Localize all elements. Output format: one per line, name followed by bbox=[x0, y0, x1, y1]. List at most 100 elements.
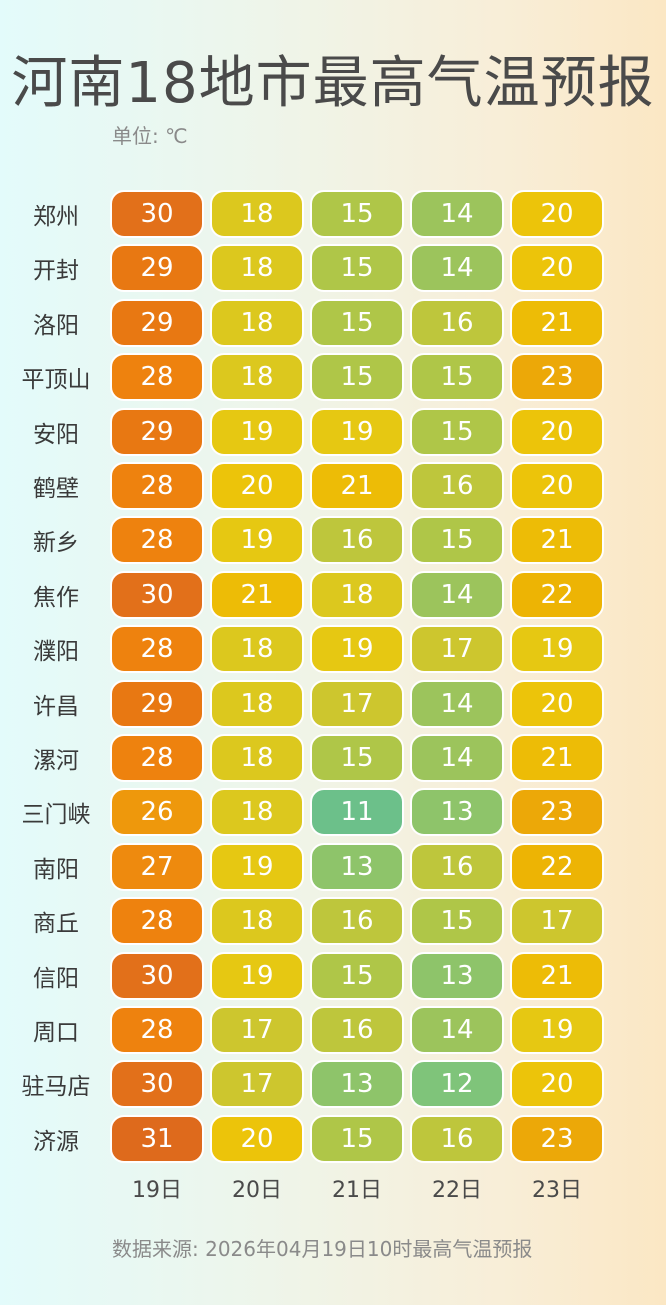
temperature-cell: 21 bbox=[310, 462, 404, 510]
temperature-cell: 14 bbox=[410, 734, 504, 782]
city-label: 焦作 bbox=[33, 584, 79, 611]
temperature-cell: 20 bbox=[210, 462, 304, 510]
city-label: 郑州 bbox=[33, 204, 79, 230]
city-label: 平顶山 bbox=[21, 367, 91, 394]
temperature-cell: 20 bbox=[510, 190, 604, 238]
city-label: 商丘 bbox=[33, 911, 79, 938]
temperature-cell: 16 bbox=[310, 516, 404, 565]
temperature-cell: 23 bbox=[510, 1114, 604, 1163]
temperature-cell: 15 bbox=[310, 734, 404, 782]
temperature-cell: 30 bbox=[110, 570, 204, 619]
temperature-cell: 14 bbox=[410, 190, 504, 238]
temperature-cell: 15 bbox=[410, 353, 504, 402]
temperature-cell: 15 bbox=[410, 516, 504, 565]
temperature-cell: 20 bbox=[510, 407, 604, 456]
temperature-cell: 29 bbox=[110, 244, 204, 293]
temperature-cell: 30 bbox=[110, 1060, 204, 1109]
temperature-cell: 18 bbox=[210, 353, 304, 402]
temperature-cell: 17 bbox=[510, 897, 604, 946]
temperature-cell: 28 bbox=[110, 625, 204, 674]
temperature-cell: 16 bbox=[410, 298, 504, 347]
temperature-cell: 21 bbox=[210, 570, 304, 619]
temperature-cell: 18 bbox=[210, 897, 304, 946]
day-label: 19日 bbox=[132, 1178, 182, 1203]
temperature-cell: 18 bbox=[210, 244, 304, 293]
temperature-cell: 19 bbox=[310, 625, 404, 674]
temperature-cell: 17 bbox=[410, 625, 504, 674]
temperature-cell: 15 bbox=[310, 298, 404, 347]
temperature-cell: 15 bbox=[310, 244, 404, 293]
temperature-cell: 15 bbox=[310, 190, 404, 238]
temperature-cell: 20 bbox=[510, 1060, 604, 1109]
temperature-cell: 15 bbox=[410, 407, 504, 456]
temperature-cell: 13 bbox=[310, 842, 404, 891]
temperature-cell: 22 bbox=[510, 842, 604, 891]
city-label: 济源 bbox=[33, 1128, 79, 1155]
city-label: 三门峡 bbox=[21, 802, 91, 829]
temperature-cell: 19 bbox=[210, 842, 304, 891]
city-label: 安阳 bbox=[33, 421, 79, 448]
temperature-cell: 11 bbox=[310, 788, 404, 837]
temperature-cell: 16 bbox=[310, 1006, 404, 1054]
city-label: 驻马店 bbox=[21, 1074, 91, 1101]
temperature-cell: 17 bbox=[210, 1006, 304, 1054]
temperature-cell: 29 bbox=[110, 407, 204, 456]
city-label: 许昌 bbox=[33, 693, 79, 720]
day-label: 20日 bbox=[232, 1178, 282, 1203]
chart-title: 河南18地市最高气温预报 bbox=[11, 51, 655, 116]
temperature-cell: 20 bbox=[510, 244, 604, 293]
temperature-cell: 27 bbox=[110, 842, 204, 891]
city-label: 周口 bbox=[33, 1020, 79, 1046]
temperature-cell: 18 bbox=[210, 788, 304, 837]
day-label: 23日 bbox=[532, 1178, 582, 1203]
temperature-cell: 21 bbox=[510, 734, 604, 782]
city-label: 洛阳 bbox=[33, 312, 79, 339]
temperature-cell: 19 bbox=[310, 407, 404, 456]
temperature-cell: 17 bbox=[310, 679, 404, 728]
temperature-cell: 29 bbox=[110, 679, 204, 728]
temperature-cell: 14 bbox=[410, 244, 504, 293]
temperature-cell: 20 bbox=[210, 1114, 304, 1163]
temperature-cell: 14 bbox=[410, 1006, 504, 1054]
temperature-cell: 21 bbox=[510, 516, 604, 565]
temperature-cell: 16 bbox=[410, 842, 504, 891]
temperature-cell: 19 bbox=[210, 516, 304, 565]
city-label: 鹤壁 bbox=[33, 476, 79, 502]
temperature-cell: 20 bbox=[510, 679, 604, 728]
temperature-cell: 30 bbox=[110, 951, 204, 1000]
temperature-cell: 26 bbox=[110, 788, 204, 837]
temperature-cell: 16 bbox=[410, 462, 504, 510]
temperature-cell: 14 bbox=[410, 570, 504, 619]
city-label: 信阳 bbox=[33, 965, 79, 992]
temperature-cell: 22 bbox=[510, 570, 604, 619]
temperature-cell: 18 bbox=[310, 570, 404, 619]
temperature-cell: 13 bbox=[410, 788, 504, 837]
temperature-cell: 18 bbox=[210, 679, 304, 728]
temperature-cell: 17 bbox=[210, 1060, 304, 1109]
temperature-cell: 15 bbox=[310, 1114, 404, 1163]
city-label: 南阳 bbox=[33, 856, 79, 883]
temperature-cell: 28 bbox=[110, 1006, 204, 1054]
temperature-cell: 16 bbox=[410, 1114, 504, 1163]
unit-label: 单位: ℃ bbox=[112, 124, 188, 148]
temperature-cell: 19 bbox=[510, 1006, 604, 1054]
temperature-cell: 16 bbox=[310, 897, 404, 946]
temperature-cell: 18 bbox=[210, 298, 304, 347]
temperature-cell: 20 bbox=[510, 462, 604, 510]
temperature-cell: 18 bbox=[210, 734, 304, 782]
city-label: 开封 bbox=[33, 258, 79, 285]
temperature-cell: 18 bbox=[210, 190, 304, 238]
temperature-cell: 28 bbox=[110, 734, 204, 782]
temperature-cell: 28 bbox=[110, 516, 204, 565]
temperature-cell: 13 bbox=[310, 1060, 404, 1109]
temperature-cell: 19 bbox=[210, 951, 304, 1000]
temperature-cell: 15 bbox=[410, 897, 504, 946]
temperature-cell: 13 bbox=[410, 951, 504, 1000]
city-label: 新乡 bbox=[33, 530, 79, 557]
day-label: 22日 bbox=[432, 1178, 482, 1203]
temperature-cell: 23 bbox=[510, 788, 604, 837]
temperature-cell: 19 bbox=[210, 407, 304, 456]
city-label: 濮阳 bbox=[33, 639, 79, 666]
temperature-cell: 28 bbox=[110, 897, 204, 946]
temperature-cell: 30 bbox=[110, 190, 204, 238]
